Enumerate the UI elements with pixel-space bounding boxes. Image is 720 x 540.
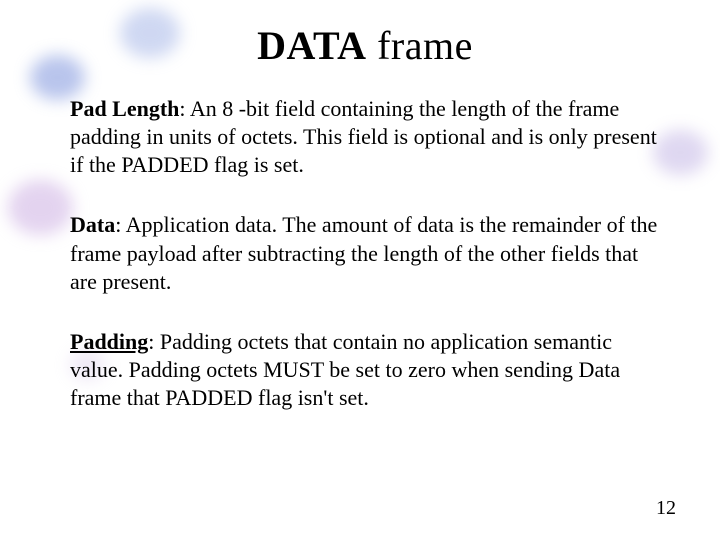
body-data: : Application data. The amount of data i…: [70, 212, 657, 293]
term-pad-length: Pad Length: [70, 96, 179, 121]
slide-title: DATA frame: [70, 22, 660, 69]
title-bold: DATA: [257, 23, 366, 68]
section-padding: Padding: Padding octets that contain no …: [70, 328, 660, 412]
body-padding: : Padding octets that contain no applica…: [70, 329, 620, 410]
section-data: Data: Application data. The amount of da…: [70, 211, 660, 295]
title-rest: frame: [367, 23, 473, 68]
term-data: Data: [70, 212, 115, 237]
section-pad-length: Pad Length: An 8 -bit field containing t…: [70, 95, 660, 179]
slide-content: DATA frame Pad Length: An 8 -bit field c…: [0, 0, 720, 540]
page-number: 12: [656, 497, 676, 520]
term-padding: Padding: [70, 329, 148, 354]
